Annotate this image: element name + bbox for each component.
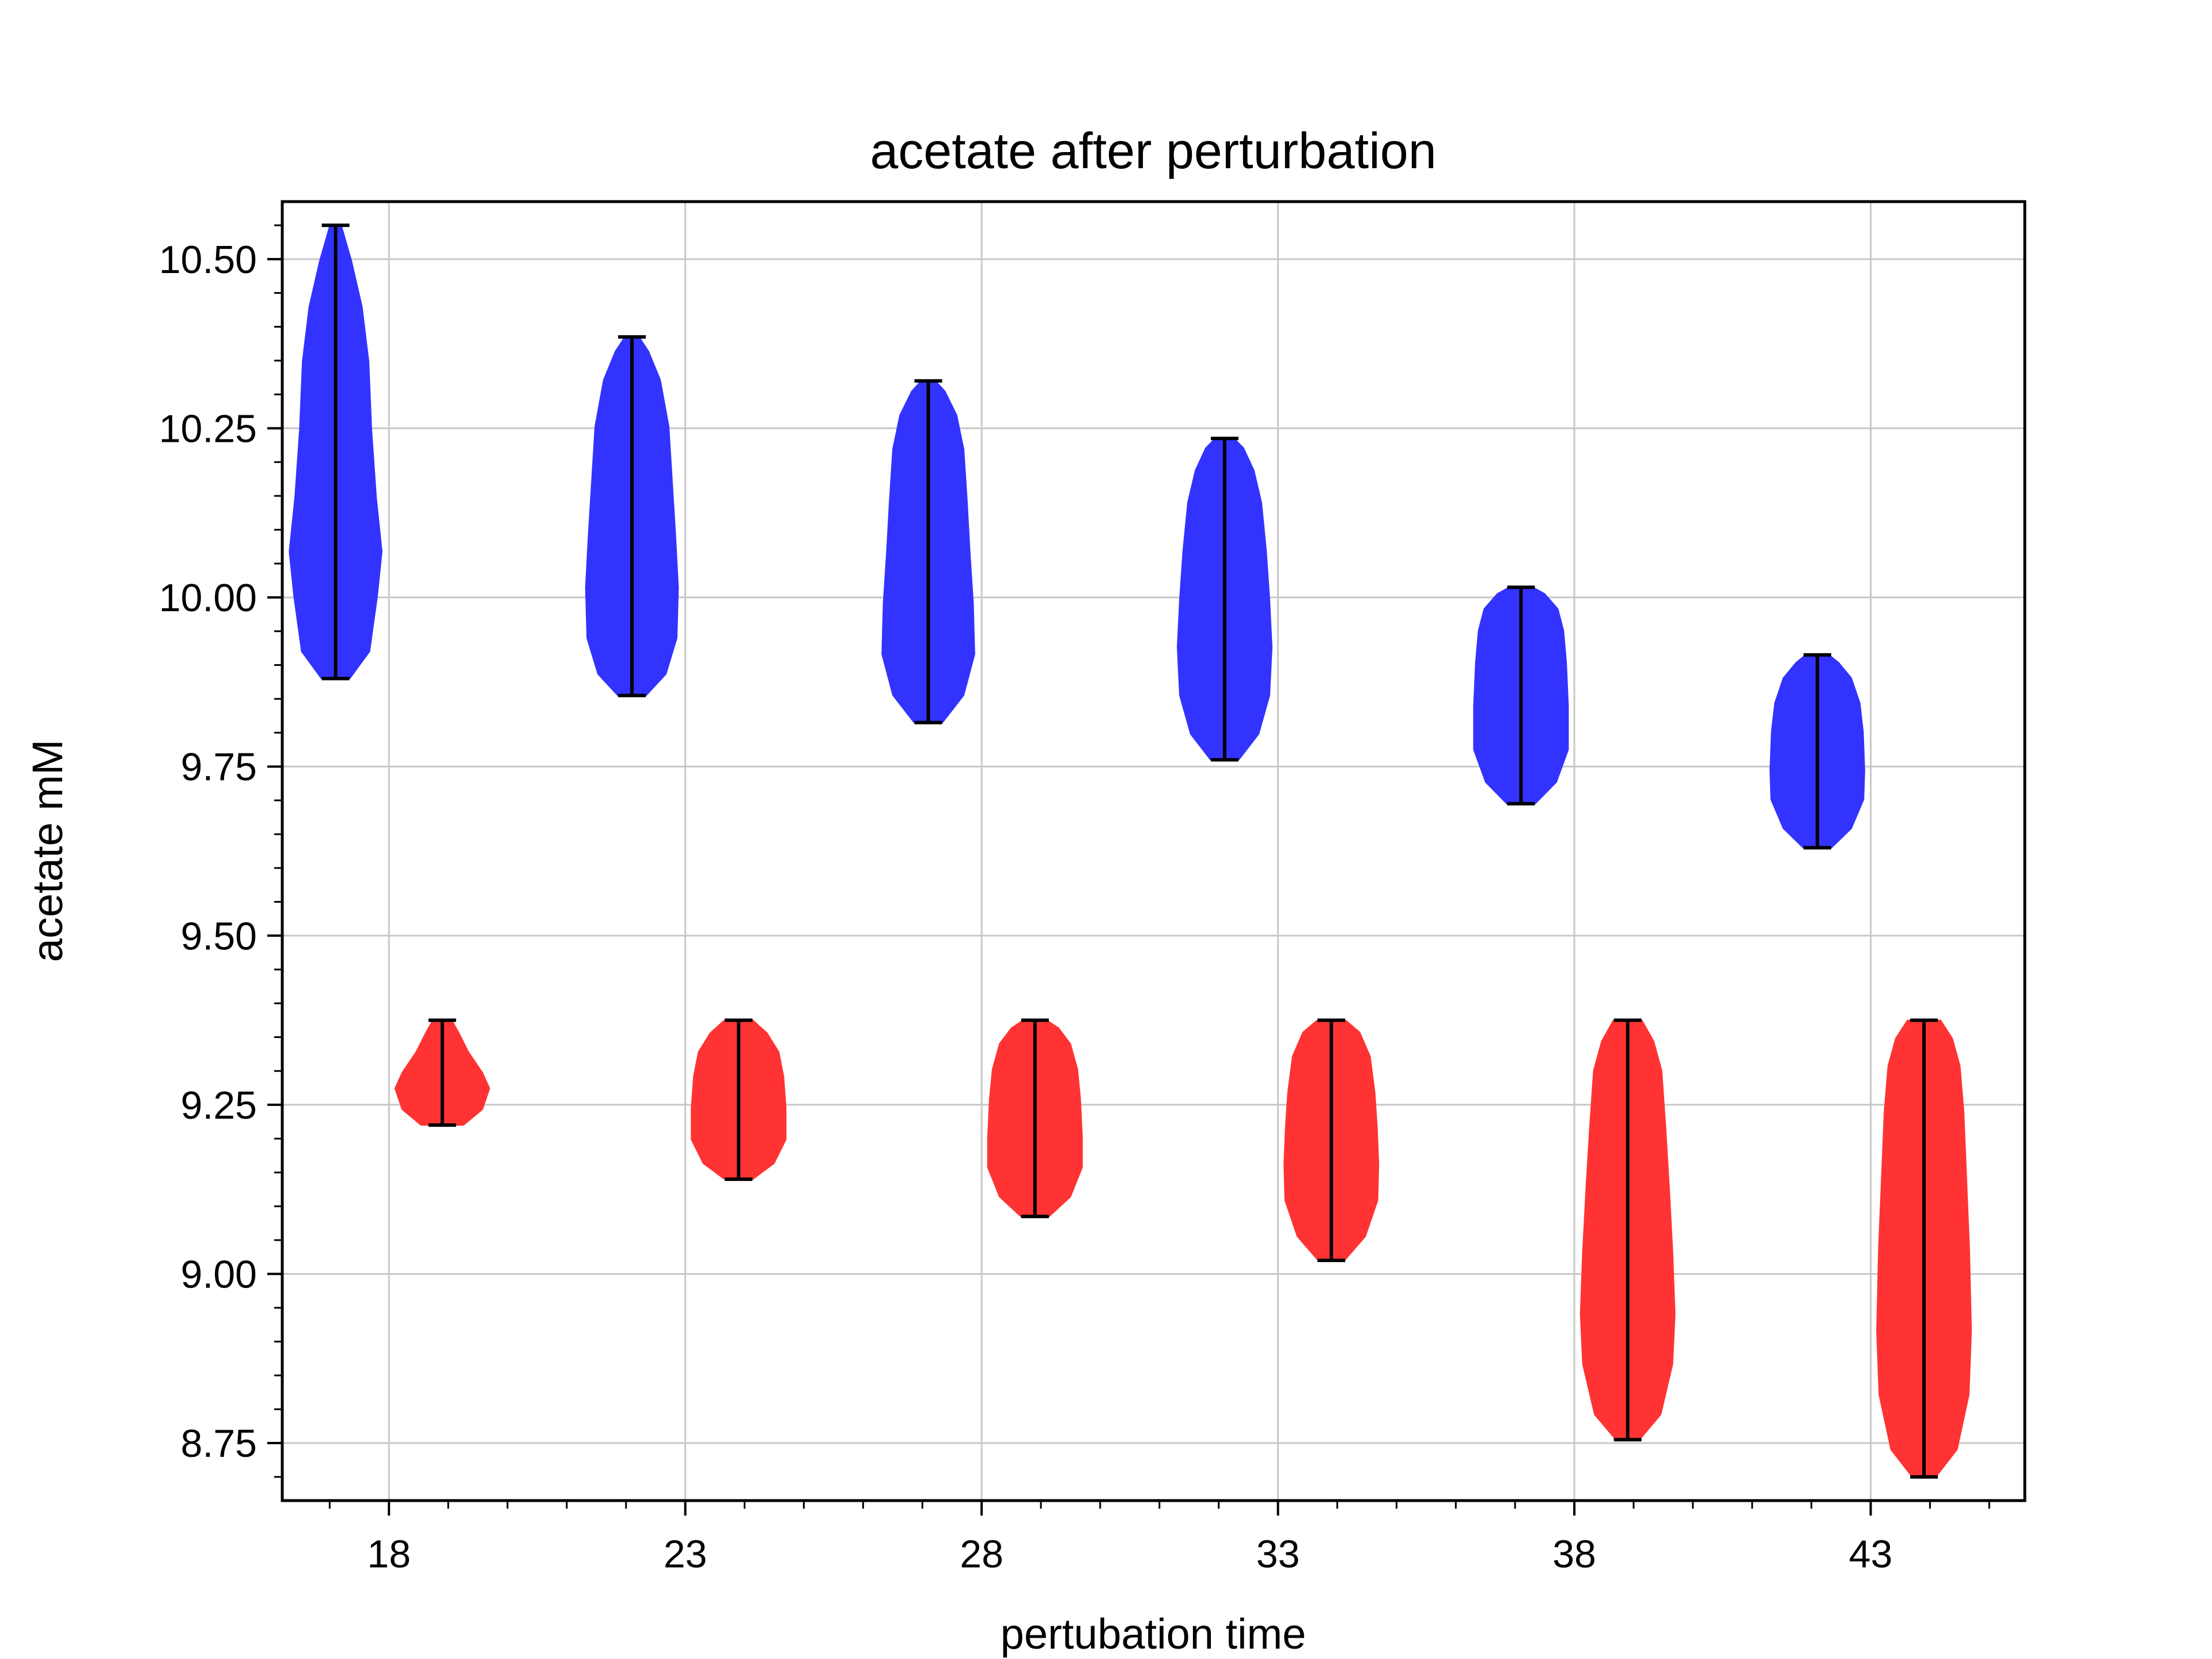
y-tick-label: 9.50: [181, 914, 257, 958]
axis-ticks: [267, 224, 1990, 1516]
x-tick-label: 28: [960, 1532, 1003, 1576]
y-tick-label: 10.50: [159, 238, 257, 282]
x-tick-label: 38: [1552, 1532, 1596, 1576]
x-axis-label: pertubation time: [1001, 1610, 1306, 1658]
x-tick-label: 33: [1256, 1532, 1300, 1576]
x-tick-label: 43: [1849, 1532, 1893, 1576]
y-tick-label: 8.75: [181, 1422, 257, 1465]
y-tick-label: 9.00: [181, 1253, 257, 1297]
grid-lines: [282, 202, 2025, 1501]
whiskers: [321, 224, 1938, 1479]
y-tick-label: 9.75: [181, 745, 257, 789]
y-tick-label: 9.25: [181, 1084, 257, 1127]
x-tick-label: 18: [367, 1532, 411, 1576]
tick-labels: 18 23 28 33 38 43 8.75 9.00 9.25 9.50 9.75 10.00 10.…: [159, 238, 1892, 1576]
chart-title: acetate after perturbation: [870, 122, 1436, 179]
y-tick-label: 10.25: [159, 407, 257, 450]
y-tick-label: 10.00: [159, 576, 257, 620]
y-axis-label: acetate mM: [24, 740, 71, 963]
x-tick-label: 23: [664, 1532, 707, 1576]
plot-frame: [281, 200, 2027, 1502]
